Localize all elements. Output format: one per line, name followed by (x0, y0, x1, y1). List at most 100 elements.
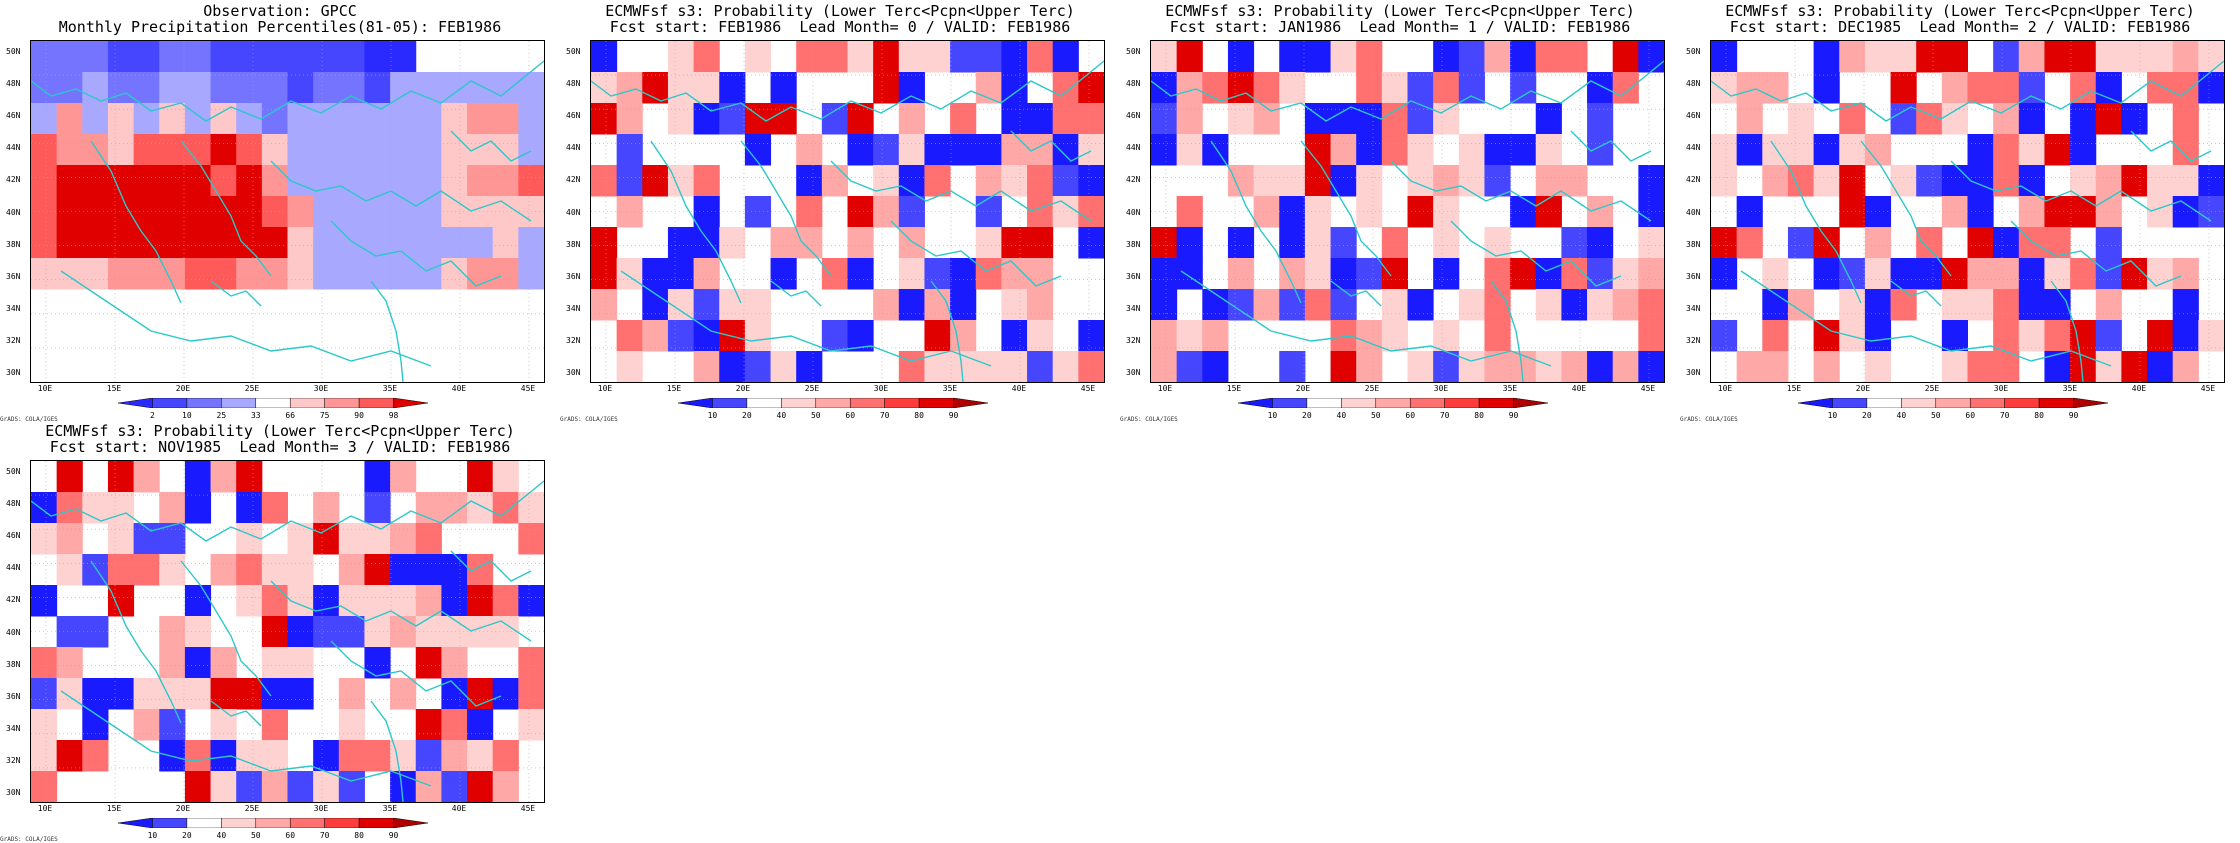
grid-cell (1433, 41, 1460, 73)
grid-cell (1356, 351, 1383, 382)
grid-cell (518, 678, 544, 710)
grid-cell (2018, 320, 2045, 352)
longitude-label: 15E (106, 804, 122, 813)
grid-cell (313, 771, 340, 802)
grid-cell (898, 227, 925, 259)
grid-cell (796, 196, 823, 228)
grid-cell (1787, 227, 1815, 259)
coastline (1151, 60, 1664, 122)
grid-cell (1001, 320, 1028, 352)
latitude-label: 44N (1126, 143, 1141, 153)
grid-cell (591, 289, 618, 321)
grid-cell (1381, 289, 1408, 321)
grid-cell (2018, 227, 2045, 259)
grid-cell (415, 103, 442, 135)
grid-cell (210, 709, 237, 741)
grid-cell (975, 351, 1002, 382)
grid-cell (975, 165, 1002, 197)
coastline (180, 140, 272, 277)
latitude-label: 48N (566, 79, 581, 89)
grid-cell (31, 72, 58, 104)
panel-subtitle: Fcst start: JAN1986 Lead Month= 1 / VALI… (1169, 18, 1631, 36)
grid-cell (338, 258, 365, 290)
colorbar-swatch (1797, 398, 1833, 408)
longitude-label: 20E (735, 384, 751, 393)
grid-cell (31, 258, 58, 290)
grid-cell (364, 585, 391, 617)
colorbar-swatch (2038, 398, 2074, 408)
coastline (370, 700, 404, 802)
grid-cell (441, 165, 468, 197)
grid-cell (719, 351, 746, 382)
grid-cell (313, 492, 340, 524)
grid-cell (1304, 134, 1332, 166)
grid-cell (261, 585, 288, 617)
grid-cell (2172, 72, 2199, 104)
coastline (2010, 220, 2182, 287)
grid-cell (1027, 165, 1054, 197)
grid-cell (107, 103, 135, 135)
grid-cell (616, 134, 643, 166)
grid-cell (441, 771, 468, 802)
grid-cell (1941, 320, 1968, 352)
grid-cell (364, 740, 391, 772)
grid-cell (1535, 196, 1562, 228)
grid-cell (1484, 351, 1511, 382)
grid-cell (2172, 289, 2199, 321)
grid-cell (847, 227, 874, 259)
grid-cell (1356, 103, 1383, 135)
colorbar-label: 60 (1965, 411, 1976, 420)
grid-cell (390, 585, 417, 617)
grid-cell (591, 41, 618, 73)
grid-cell (82, 103, 109, 135)
colorbar-swatch (746, 398, 782, 408)
grid-cell (518, 165, 544, 197)
longitude-label: 45E (520, 384, 536, 393)
grid-cell (693, 351, 720, 382)
grid-cell (1967, 258, 1994, 290)
grid-cell (1711, 258, 1738, 290)
latitude-label: 38N (566, 239, 581, 249)
colorbar-swatch (221, 818, 257, 828)
grid-cell (1941, 351, 1968, 382)
coastline (210, 280, 262, 307)
grid-cell (1736, 196, 1763, 228)
grid-cell (1330, 320, 1357, 352)
grid-cell (492, 585, 519, 617)
coastline (370, 280, 404, 382)
grid-cell (31, 227, 58, 259)
grid-cell (1864, 227, 1892, 259)
colorbar-label: 60 (285, 831, 296, 840)
grid-cell (1227, 258, 1255, 290)
latitude-label: 50N (566, 47, 581, 56)
grid-cell (1407, 72, 1434, 104)
grid-cell (415, 258, 442, 290)
grid-cell (2070, 258, 2097, 290)
grid-cell (1762, 165, 1789, 197)
grid-cell (159, 227, 186, 259)
panel-title: ECMWFsf s3: Probability (Lower Terc<Pcpn… (1725, 2, 2195, 20)
grid-cell (1535, 134, 1562, 166)
grid-cell (184, 165, 212, 197)
grid-cell (1176, 41, 1203, 73)
grads-credit: GrADS: COLA/IGES (560, 416, 618, 423)
latitude-label: 34N (566, 303, 581, 313)
grid-cell (1916, 165, 1943, 197)
coastline (450, 130, 532, 162)
grid-cell (873, 289, 900, 321)
grid-cell (364, 258, 391, 290)
grid-cell (1433, 72, 1460, 104)
grid-cell (1176, 72, 1203, 104)
grid-cell (616, 103, 643, 135)
grid-cell (390, 103, 417, 135)
grid-cell (313, 165, 340, 197)
grid-cell (415, 134, 442, 166)
panel-subtitle: Monthly Precipitation Percentiles(81-05)… (58, 18, 502, 36)
grid-cell (1078, 72, 1104, 104)
grid-cell (2095, 41, 2122, 73)
grid-cell (492, 227, 519, 259)
latitude-label: 36N (1686, 271, 1701, 281)
longitude-label: 10E (37, 384, 53, 393)
colorbar-label: 80 (1474, 411, 1484, 420)
grid-cell (338, 709, 365, 741)
